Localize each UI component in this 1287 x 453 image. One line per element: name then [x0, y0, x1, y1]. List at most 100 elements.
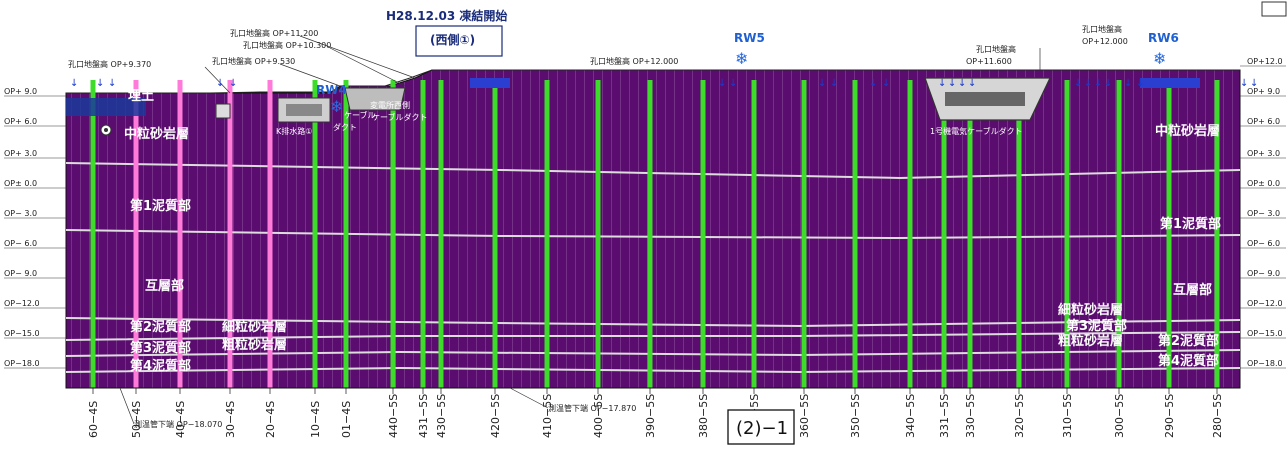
well-label: 40−4S — [174, 401, 187, 438]
rw4-icon: ❄ — [330, 97, 343, 116]
well-label: 10−4S — [309, 401, 322, 438]
rw6-icon: ❄ — [1153, 49, 1166, 68]
label-k-drain: K排水路① — [276, 126, 312, 136]
well-label: 320−5S — [1013, 394, 1026, 438]
elev-right-label: OP+12.0 — [1247, 57, 1283, 66]
figure-label-box — [727, 409, 795, 445]
freeze-pipe — [967, 80, 973, 388]
temp-pipe-bottom-left: 測温管下端 OP−18.070 — [134, 419, 222, 429]
label-mud2-right: 第2泥質部 — [1158, 333, 1219, 349]
cable-duct-shape — [344, 87, 406, 111]
well-label: 400−5S — [592, 394, 605, 438]
figure-label: (2)−1 — [736, 418, 788, 439]
label-mud4-right: 第4泥質部 — [1158, 353, 1219, 369]
well-label: 431−5S — [417, 394, 430, 438]
freeze-pipe — [1016, 80, 1022, 388]
freeze-pipe — [1116, 80, 1122, 388]
down-arrow-icon: ↓ — [869, 78, 877, 89]
hole-elev-6: OP+11.600 — [966, 57, 1012, 66]
freeze-pipe — [312, 80, 318, 388]
hole-elev-2: 孔口地盤高 OP+9.530 — [212, 56, 295, 66]
freeze-pipe — [177, 80, 183, 388]
down-arrow-icon: ↓ — [108, 78, 116, 89]
well-label: 331−5S — [938, 394, 951, 438]
well-label: 340−5S — [904, 394, 917, 438]
well-label: 440−5S — [387, 394, 400, 438]
hole-elev-1: 孔口地盤高 OP+9.370 — [68, 59, 151, 69]
well-label: 310−5S — [1061, 394, 1074, 438]
well-label: 30−4S — [224, 401, 237, 438]
well-label: 300−5S — [1113, 394, 1126, 438]
freeze-pipe — [1166, 80, 1172, 388]
freeze-pipe — [90, 80, 96, 388]
elev-right-label: OP+ 3.0 — [1247, 149, 1280, 158]
label-substation-west: 変電所西側 — [370, 100, 410, 110]
temp-pipe-leader-mid — [509, 387, 549, 409]
label-cable: ケーブル — [344, 110, 376, 120]
blue-block-2 — [1140, 78, 1200, 88]
elev-right-label: OP−12.0 — [1247, 299, 1283, 308]
down-arrow-icon: ↓ — [830, 78, 838, 89]
corner-box — [1261, 1, 1287, 17]
label-mud3-left: 第3泥質部 — [130, 340, 191, 356]
elev-left-label: OP− 3.0 — [4, 209, 37, 218]
freeze-pipe — [492, 80, 498, 388]
elev-right-label: OP+ 6.0 — [1247, 117, 1280, 126]
freeze-pipe — [420, 80, 426, 388]
freeze-pipe — [438, 80, 444, 388]
elev-left-label: OP−15.0 — [4, 329, 40, 338]
label-fine-sandstone-right: 細粒砂岩層 — [1058, 302, 1123, 318]
well-label: 60−4S — [87, 401, 100, 438]
well-label: 380−5S — [697, 394, 710, 438]
hole-elev-6-title: 孔口地盤高 — [976, 44, 1016, 54]
down-arrow-icon: ↓ — [216, 78, 224, 89]
rw4-label: RW4 — [316, 83, 347, 97]
elev-right-label: OP−18.0 — [1247, 359, 1283, 368]
down-arrow-icon: ↓ — [1136, 78, 1144, 89]
down-arrow-icon: ↓ — [1124, 78, 1132, 89]
well-labels: 60−4S 50−4S 40−4S 30−4S 20−4S 10−4S 01−4S 440−5… — [66, 387, 1240, 438]
structures — [66, 77, 1200, 136]
well-label: 430−5S — [435, 394, 448, 438]
hole-elev-7-title: 孔口地盤高 — [1082, 24, 1122, 34]
down-arrow-icon: ↓ — [1250, 78, 1258, 89]
down-arrow-icon: ↓ — [938, 78, 946, 89]
label-mud3-right: 第3泥質部 — [1066, 318, 1127, 334]
down-arrow-icon: ↓ — [882, 78, 890, 89]
well-label: 330−5S — [964, 394, 977, 438]
down-arrow-icon: ↓ — [729, 78, 737, 89]
hole-elev-7: OP+12.000 — [1082, 37, 1128, 46]
elev-right-label: OP− 3.0 — [1247, 209, 1280, 218]
freeze-pipe — [227, 80, 233, 388]
elev-left-label: OP− 9.0 — [4, 269, 37, 278]
label-sandstone-left: 中粒砂岩層 — [124, 126, 189, 142]
down-arrow-icon: ↓ — [1094, 78, 1102, 89]
freeze-pipe — [343, 80, 349, 388]
label-mud1-left: 第1泥質部 — [130, 198, 191, 214]
freeze-pipe — [133, 80, 139, 388]
label-coarse-sandstone-left: 粗粒砂岩層 — [222, 337, 287, 353]
well-label: 01−4S — [340, 401, 353, 438]
down-arrow-icon: ↓ — [1074, 78, 1082, 89]
label-fill: 埋土 — [128, 88, 154, 104]
elev-left-label: OP− 6.0 — [4, 239, 37, 248]
down-arrow-icon: ↓ — [718, 78, 726, 89]
label-mud1-right: 第1泥質部 — [1160, 216, 1221, 232]
small-box — [215, 103, 231, 119]
elev-left-label: OP+ 6.0 — [4, 117, 37, 126]
freeze-start-title: H28.12.03 凍結開始 — [386, 8, 507, 23]
well-label: 360−5S — [798, 394, 811, 438]
freeze-pipe — [700, 80, 706, 388]
rw5-icon: ❄ — [735, 49, 748, 68]
elev-left-label: OP± 0.0 — [4, 179, 37, 188]
west-box — [415, 25, 503, 57]
leader-lines — [204, 35, 1041, 94]
label-coarse-sandstone-right: 粗粒砂岩層 — [1058, 333, 1123, 349]
down-arrow-icon: ↓ — [948, 78, 956, 89]
freeze-pipes — [90, 80, 1220, 388]
freeze-pipe — [595, 80, 601, 388]
elev-left-label: OP−12.0 — [4, 299, 40, 308]
hole-elev-4: 孔口地盤高 OP+11.200 — [230, 28, 318, 38]
